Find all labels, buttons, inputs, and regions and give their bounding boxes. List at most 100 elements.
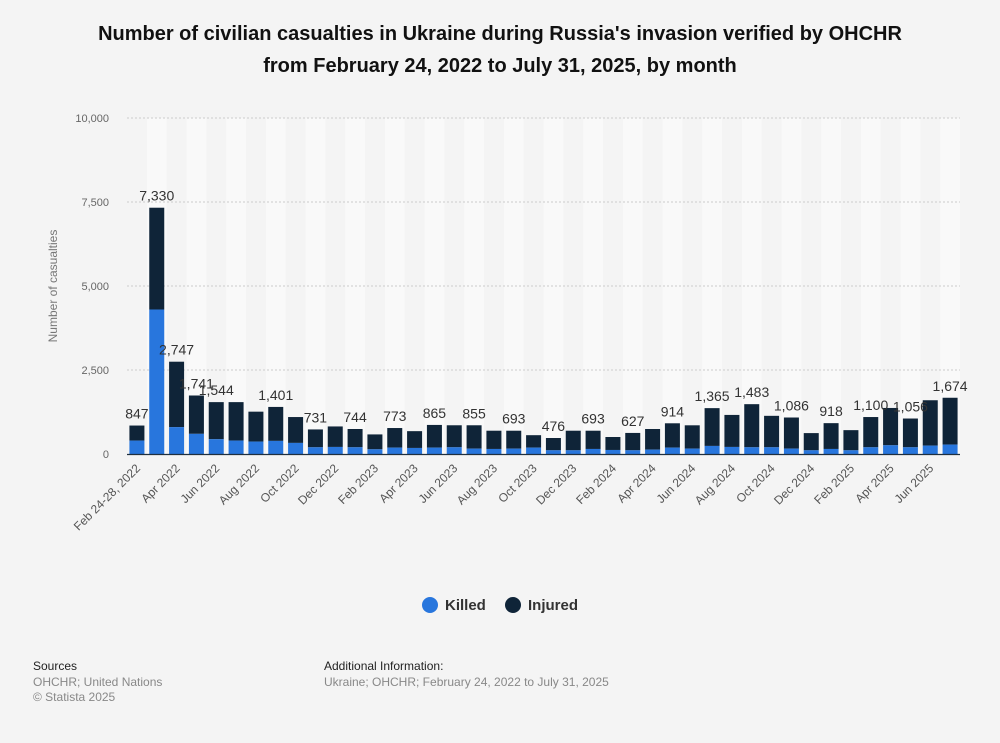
chart-title-line-1: Number of civilian casualties in Ukraine…: [98, 23, 902, 45]
bar-killed: [764, 447, 780, 454]
bar-injured: [307, 429, 323, 448]
total-label: 1,544: [199, 382, 234, 398]
total-label: 693: [502, 411, 526, 427]
bar-killed: [565, 450, 581, 454]
total-label: 1,100: [853, 397, 888, 413]
sources-block: Sources OHCHR; United Nations © Statista…: [33, 659, 162, 705]
bar-injured: [684, 425, 700, 449]
bar-killed: [843, 450, 859, 454]
bar-injured: [327, 426, 343, 447]
total-label: 731: [304, 409, 328, 425]
bar-killed: [506, 448, 522, 454]
x-tick-label: Apr 2024: [614, 461, 659, 506]
bar-injured: [288, 417, 304, 443]
total-label: 1,483: [734, 384, 769, 400]
legend-killed-swatch[interactable]: [422, 597, 438, 613]
bar-killed: [169, 427, 185, 454]
total-label: 914: [661, 403, 685, 419]
total-label: 1,741: [179, 376, 214, 392]
bar-injured: [863, 417, 879, 448]
bar-injured: [843, 430, 859, 451]
bar-injured: [664, 423, 680, 448]
y-tick-label: 5,000: [81, 281, 109, 293]
x-tick-label: Jun 2023: [416, 461, 461, 506]
bar-killed: [208, 439, 224, 454]
y-tick-label: 0: [103, 449, 109, 461]
bar-injured: [466, 425, 482, 449]
bar-injured: [208, 402, 224, 440]
bar-killed: [645, 449, 661, 454]
bar-killed: [288, 442, 304, 454]
bar-killed: [268, 440, 284, 454]
bar-injured: [942, 397, 958, 445]
bar-injured: [803, 433, 819, 451]
y-axis-title: Number of casualties: [46, 230, 60, 343]
legend-killed-label[interactable]: Killed: [445, 597, 486, 614]
x-tick-label: Jun 2022: [178, 461, 223, 506]
total-label: 1,365: [695, 388, 730, 404]
bar-killed: [129, 440, 145, 454]
y-tick-label: 7,500: [81, 197, 109, 209]
bar-injured: [545, 438, 561, 451]
x-tick-label: Jun 2025: [892, 461, 937, 506]
bar-injured: [228, 402, 244, 441]
bar-killed: [922, 445, 938, 454]
bar-killed: [426, 447, 442, 454]
bar-injured: [407, 431, 423, 448]
additional-info-line-1: Ukraine; OHCHR; February 24, 2022 to Jul…: [324, 675, 609, 689]
bar-killed: [724, 446, 740, 454]
x-tick-label: Dec 2024: [771, 461, 817, 507]
x-tick-label: Aug 2024: [692, 461, 738, 507]
x-tick-label: Dec 2023: [533, 461, 579, 507]
bars: [129, 207, 958, 454]
additional-info-block: Additional Information: Ukraine; OHCHR; …: [324, 659, 609, 690]
bar-injured: [783, 417, 799, 449]
bar-killed: [744, 447, 760, 454]
bar-injured: [367, 434, 383, 450]
x-tick-label: Feb 2023: [335, 461, 381, 507]
bar-injured: [526, 435, 542, 448]
bar-injured: [625, 432, 641, 451]
bar-killed: [446, 447, 462, 454]
bar-killed: [625, 450, 641, 454]
total-label: 865: [423, 405, 447, 421]
sources-line-2: © Statista 2025: [33, 690, 116, 704]
bar-killed: [188, 433, 204, 454]
legend-injured-label[interactable]: Injured: [528, 597, 578, 614]
y-axis: 0 2,500 5,000 7,500 10,000 Number of casualti…: [46, 113, 109, 461]
total-label: 918: [819, 403, 843, 419]
legend-injured-swatch[interactable]: [505, 597, 521, 613]
bar-killed: [942, 444, 958, 454]
total-label: 693: [581, 411, 605, 427]
bar-injured: [446, 425, 462, 448]
additional-info-heading: Additional Information:: [324, 659, 444, 673]
sources-line-1[interactable]: OHCHR; United Nations: [33, 675, 163, 689]
bar-injured: [585, 430, 601, 449]
bar-killed: [803, 450, 819, 454]
total-label: 627: [621, 413, 645, 429]
bar-injured: [268, 406, 284, 441]
total-label: 855: [462, 405, 486, 421]
bar-killed: [248, 441, 264, 454]
total-label: 773: [383, 408, 407, 424]
bar-killed: [526, 447, 542, 454]
bar-injured: [129, 425, 145, 441]
x-tick-label: Jun 2024: [654, 461, 699, 506]
bar-injured: [902, 418, 918, 448]
bar-injured: [387, 428, 403, 448]
sources-heading: Sources: [33, 659, 78, 673]
bar-injured: [565, 430, 581, 451]
bar-killed: [228, 440, 244, 454]
bar-killed: [466, 448, 482, 454]
bar-killed: [664, 447, 680, 454]
bar-killed: [327, 446, 343, 454]
bar-injured: [605, 436, 621, 450]
bar-killed: [883, 445, 899, 454]
grid-lines: [127, 117, 960, 371]
chart-title: Number of civilian casualties in Ukraine…: [0, 18, 1000, 82]
bar-injured: [645, 429, 661, 450]
bar-injured: [486, 430, 502, 449]
x-tick-label: Feb 2024: [573, 461, 619, 507]
